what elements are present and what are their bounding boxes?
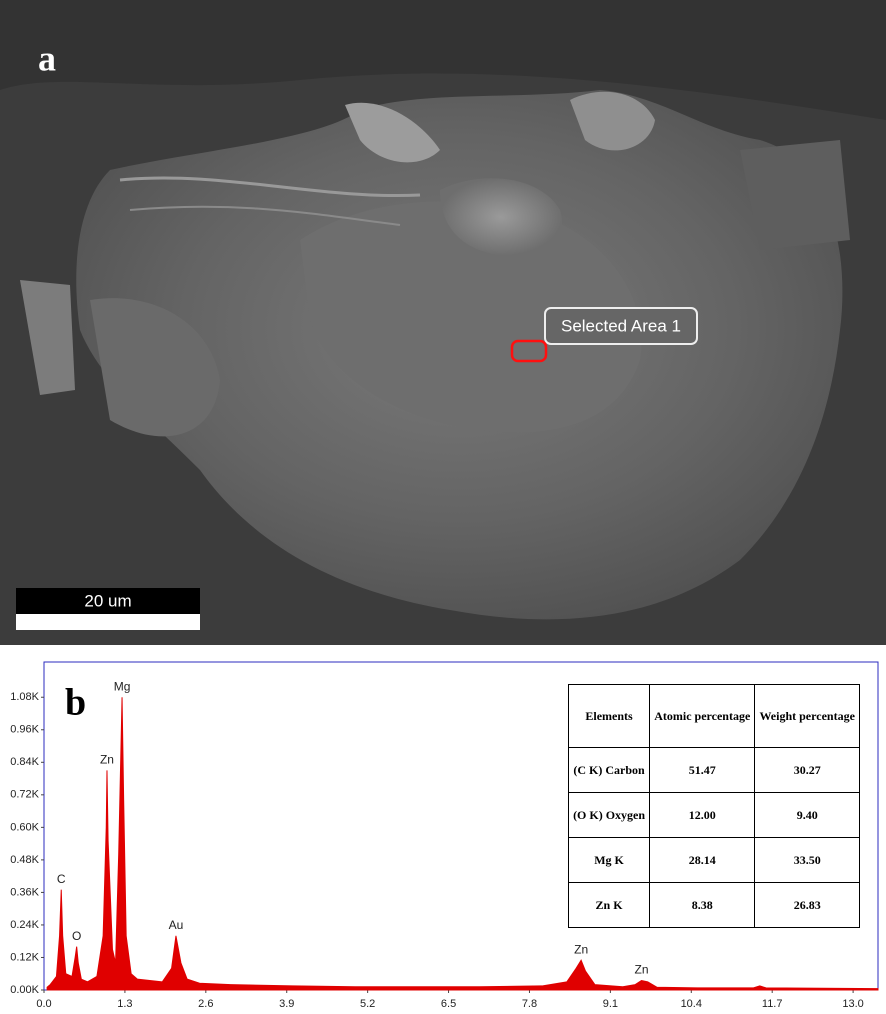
table-cell: Weight percentage: [754, 684, 860, 748]
table-row: Mg K 28.14 33.50: [567, 837, 860, 883]
table-row: (C K) Carbon 51.47 30.27: [567, 747, 860, 793]
scale-bar-line: [16, 614, 200, 630]
sem-image: [0, 0, 886, 645]
peak-label: Zn: [574, 942, 588, 956]
table-cell: 28.14: [649, 837, 756, 883]
annotation-box: [544, 307, 698, 345]
spectrum: [46, 697, 879, 991]
table-cell: Zn K: [567, 882, 651, 928]
table-cell: 12.00: [649, 792, 756, 838]
y-tick-label: 0.84K: [10, 756, 39, 768]
table-cell: 51.47: [649, 747, 756, 793]
scale-bar: [16, 588, 200, 614]
peak-label: O: [72, 929, 81, 943]
x-tick-label: 1.3: [117, 998, 132, 1010]
y-tick-label: 0.00K: [10, 984, 39, 996]
x-tick-label: 0.0: [36, 998, 51, 1010]
x-tick-label: 3.9: [279, 998, 294, 1010]
selected-area: [510, 339, 548, 363]
table-cell: Mg K: [567, 837, 651, 883]
annotation: Selected Area 1: [561, 316, 681, 335]
y-tick-label: 0.36K: [10, 886, 39, 898]
peak-label: Au: [169, 918, 184, 932]
peak-label: C: [57, 872, 66, 886]
y-tick-label: 0.12K: [10, 951, 39, 963]
peak-label: Zn: [100, 753, 114, 767]
x-tick-label: 7.8: [522, 998, 537, 1010]
panel-label: b: [65, 682, 86, 724]
table-cell: 9.40: [754, 792, 860, 838]
y-tick-label: 0.72K: [10, 789, 39, 801]
x-tick-label: 9.1: [603, 998, 618, 1010]
y-tick-label: 0.60K: [10, 821, 39, 833]
y-tick-label: 0.24K: [10, 919, 39, 931]
table-cell: Atomic percentage: [649, 684, 756, 748]
y-tick-label: 1.08K: [10, 691, 39, 703]
table-cell: Elements: [567, 684, 651, 748]
table-cell: (C K) Carbon: [567, 747, 651, 793]
x-tick-label: 13.0: [842, 998, 863, 1010]
table-row: (O K) Oxygen 12.00 9.40: [567, 792, 860, 838]
x-tick-label: 11.7: [762, 998, 783, 1010]
x-tick-label: 10.4: [681, 998, 702, 1010]
table-cell: 26.83: [754, 882, 860, 928]
table-cell: 8.38: [649, 882, 756, 928]
y-tick-label: 0.96K: [10, 724, 39, 736]
table-cell: 33.50: [754, 837, 860, 883]
table-row: Zn K 8.38 26.83: [567, 882, 860, 928]
element-table: Elements Atomic percentage Weight percenta…: [567, 684, 860, 928]
table-cell: (O K) Oxygen: [567, 792, 651, 838]
peak-label: Mg: [114, 679, 131, 693]
peak-label: Zn: [634, 963, 648, 977]
x-tick-label: 6.5: [441, 998, 456, 1010]
y-tick-label: 0.48K: [10, 854, 39, 866]
panel-label: a: [38, 38, 56, 78]
plot: 0.00K 0.12K 0.24K 0.36K 0.48K 0.60K 0.72K 0.84K…: [10, 679, 879, 1010]
x-tick-label: 2.6: [198, 998, 213, 1010]
table-row: Elements Atomic percentage Weight percenta…: [567, 684, 860, 748]
scale-bar-label: 20 um: [84, 591, 131, 610]
table-cell: 30.27: [754, 747, 860, 793]
x-tick-label: 5.2: [360, 998, 375, 1010]
